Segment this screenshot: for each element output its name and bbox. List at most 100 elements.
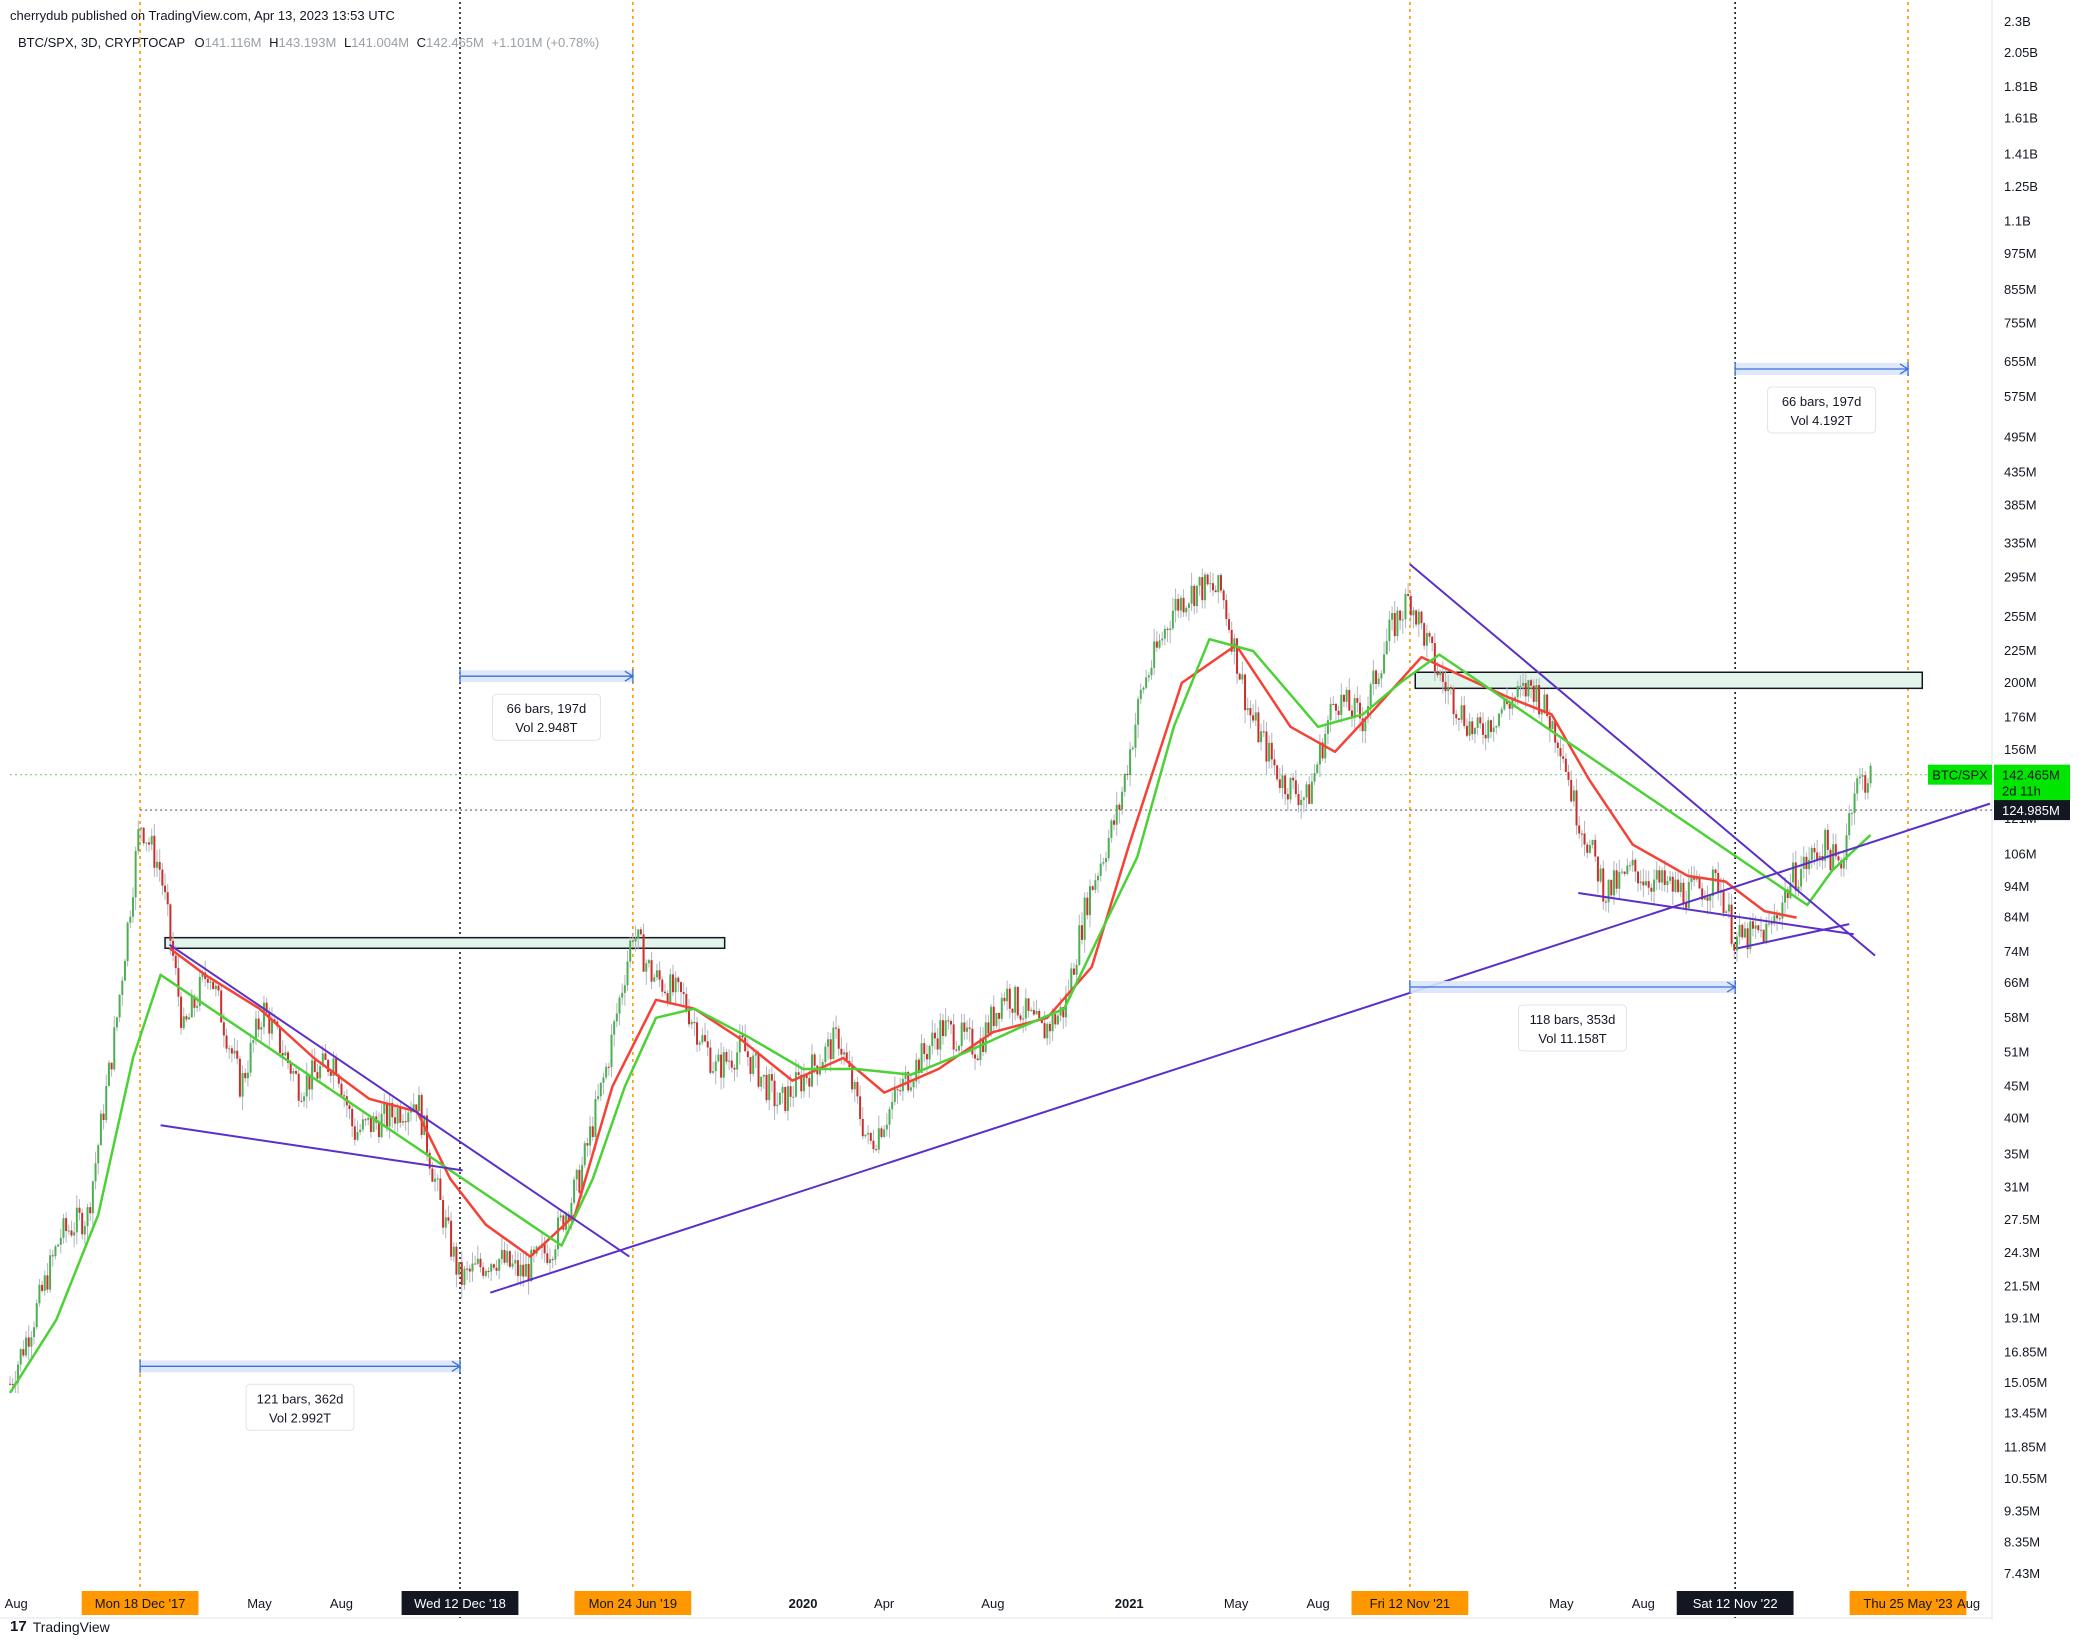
y-tick-label: 15.05M <box>2004 1375 2047 1390</box>
candle-body <box>1663 870 1666 886</box>
candle <box>450 1211 453 1261</box>
x-date-marker-5[interactable]: Mon 24 Jun '19 <box>574 1591 692 1615</box>
trend-line-5[interactable] <box>1737 923 1850 950</box>
candle <box>1150 660 1153 680</box>
candle-body <box>891 1101 894 1110</box>
candle-body <box>367 1117 370 1120</box>
candle <box>444 1209 447 1239</box>
candle-body <box>369 1117 372 1132</box>
candle-body <box>214 985 217 990</box>
candle-body <box>800 1074 803 1092</box>
measurement-0[interactable]: 121 bars, 362d Vol 2.992T <box>139 1359 462 1431</box>
candle-body <box>1252 715 1255 721</box>
trend-line-4[interactable] <box>1578 892 1854 936</box>
candle-body <box>99 1113 102 1146</box>
zone-box-1[interactable] <box>1414 671 1924 690</box>
candle <box>1006 980 1009 1011</box>
candle <box>1447 674 1450 705</box>
candle-body <box>257 1018 260 1030</box>
candle-body <box>313 1060 316 1073</box>
candle-body <box>1326 720 1329 734</box>
measurement-2[interactable]: 118 bars, 353d Vol 11.158T <box>1409 979 1737 1052</box>
candle-body <box>1150 667 1153 676</box>
candle-body <box>1177 598 1180 611</box>
x-tick-label: Aug <box>981 1596 1004 1611</box>
candle <box>629 937 632 968</box>
x-date-marker-label: Wed 12 Dec '18 <box>414 1596 506 1611</box>
x-date-marker-1[interactable]: Mon 18 Dec '17 <box>81 1591 199 1615</box>
candle-body <box>722 1052 725 1078</box>
x-date-marker-12[interactable]: Fri 12 Nov '21 <box>1351 1591 1469 1615</box>
candle <box>621 983 624 1006</box>
candle-body <box>1425 632 1428 646</box>
candle <box>487 1267 490 1279</box>
date-range-measurements[interactable]: 121 bars, 362d Vol 2.992T 66 bars, 197d Vol… <box>139 361 1910 1431</box>
candle-body <box>1163 628 1166 639</box>
measurement-3[interactable]: 66 bars, 197d Vol 4.192T <box>1734 361 1910 434</box>
x-date-marker-15[interactable]: Sat 12 Nov '22 <box>1676 1591 1794 1615</box>
candle <box>1211 572 1214 597</box>
candle <box>1848 805 1851 840</box>
candle-body <box>768 1074 771 1101</box>
measurement-1[interactable]: 66 bars, 197d Vol 2.948T <box>459 669 635 741</box>
candle-body <box>1655 870 1658 880</box>
trend-line-1[interactable] <box>160 1124 463 1172</box>
candle-body <box>1629 865 1631 867</box>
candle <box>677 976 680 992</box>
x-date-marker-16[interactable]: Thu 25 May '23 <box>1849 1591 1967 1615</box>
candle-body <box>110 1062 113 1070</box>
candle <box>599 1082 602 1101</box>
trend-line-0[interactable] <box>168 943 630 1258</box>
candle <box>1864 770 1867 800</box>
candle-body <box>586 1143 589 1146</box>
time-axis[interactable]: Aug Mon 18 Dec '17 May Aug Wed 12 Dec '18 Mon… <box>5 1591 1981 1615</box>
candle-body <box>599 1082 602 1097</box>
candle <box>1300 790 1303 819</box>
candle <box>1473 726 1476 744</box>
candle-body <box>952 1024 955 1050</box>
candle-body <box>1361 718 1364 732</box>
trend-lines[interactable] <box>160 563 1991 1294</box>
trend-line-2[interactable] <box>489 802 1991 1294</box>
candle-body <box>1048 1023 1051 1032</box>
candle <box>1163 625 1166 646</box>
candle-body <box>623 985 626 993</box>
candle <box>1832 833 1835 872</box>
candle-body <box>1861 775 1864 777</box>
candle <box>752 1047 755 1077</box>
candle <box>1620 868 1623 875</box>
candle-body <box>468 1268 471 1272</box>
candle <box>1463 695 1466 729</box>
candle-body <box>1527 680 1530 697</box>
x-date-marker-4[interactable]: Wed 12 Dec '18 <box>401 1591 519 1615</box>
price-axis[interactable]: 2.3B 2.05B 1.81B 1.61B 1.41B 1.25B 1.1B 975M 855… <box>2004 14 2047 1581</box>
trend-line-3[interactable] <box>1409 563 1876 957</box>
candle-body <box>690 1021 693 1025</box>
candle-body <box>669 974 672 1003</box>
candle <box>409 1101 412 1122</box>
candle-body <box>1709 895 1712 901</box>
zone-box-0[interactable] <box>164 936 726 950</box>
candle <box>1412 606 1415 629</box>
candle-body <box>81 1212 84 1235</box>
candle <box>1850 811 1853 826</box>
candle-body <box>1190 585 1193 604</box>
candle-body <box>1460 705 1463 720</box>
candle <box>960 1013 963 1055</box>
candle <box>543 1236 546 1263</box>
candle-body <box>506 1251 509 1263</box>
candle <box>949 1018 952 1035</box>
candle-body <box>335 1058 338 1075</box>
candle <box>1425 624 1428 657</box>
tradingview-footer[interactable]: 17 TradingView <box>10 1618 110 1635</box>
candle-body <box>1214 590 1217 593</box>
candle <box>1158 633 1161 650</box>
candle-body <box>359 1129 362 1132</box>
candle-body <box>134 851 137 898</box>
candle <box>1861 768 1864 791</box>
candle <box>1209 572 1212 593</box>
candle-body <box>1738 924 1741 937</box>
candle <box>1401 610 1404 635</box>
resistance-zones[interactable] <box>164 671 1924 950</box>
